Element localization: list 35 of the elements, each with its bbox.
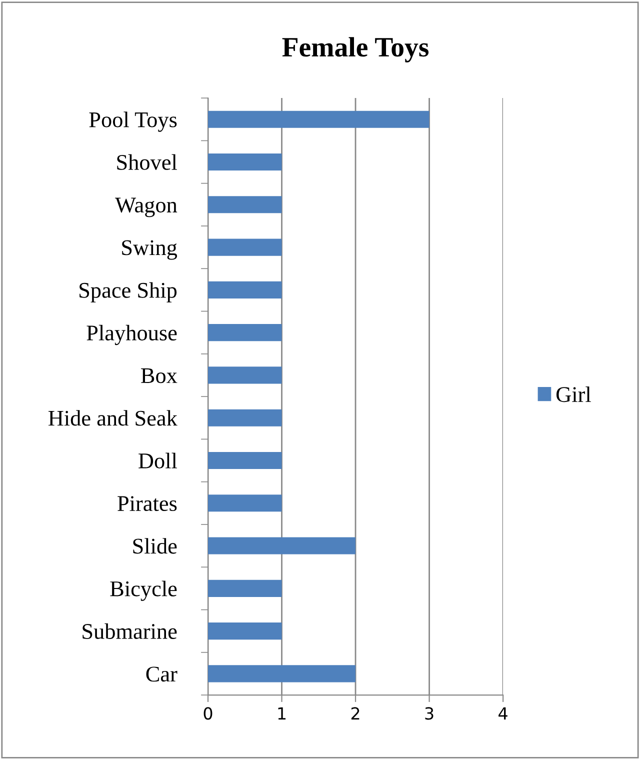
y-tick-label: Pirates <box>118 496 177 512</box>
bar <box>208 324 282 342</box>
y-tick-label: Playhouse <box>86 324 177 346</box>
y-tick-label: Shovel <box>117 154 177 170</box>
chart-title: Female Toys <box>282 37 429 62</box>
y-tick-label: Pool Toys <box>89 112 177 132</box>
x-tick-label: 0 <box>204 707 212 720</box>
x-tick-label: 4 <box>498 707 508 720</box>
y-tick-label: Wagon <box>115 198 178 218</box>
y-tick-label: Doll <box>138 452 177 468</box>
bar <box>208 366 282 384</box>
y-tick-label: Submarine <box>82 623 177 639</box>
y-tick-label: Swing <box>122 240 178 260</box>
x-tick-label: 1 <box>278 707 286 720</box>
bar <box>208 110 430 128</box>
y-tick-label: Bicycle <box>110 580 177 601</box>
x-tick-label: 3 <box>425 707 434 720</box>
legend-label: Girl <box>556 386 591 402</box>
y-tick-label: Space Ship <box>80 282 177 302</box>
y-tick-label: Car <box>146 666 178 682</box>
bar <box>208 238 282 256</box>
bar <box>208 281 282 298</box>
y-tick-label: Slide <box>133 538 177 554</box>
bar <box>208 196 282 214</box>
bar <box>208 580 282 597</box>
bar <box>208 537 356 554</box>
bar <box>208 665 356 682</box>
bar <box>208 153 282 171</box>
bar <box>208 494 282 512</box>
bar <box>208 409 282 426</box>
y-tick-label: Box <box>141 368 178 384</box>
bar <box>208 452 282 470</box>
y-tick-label: Hide and Seak <box>48 410 178 426</box>
bar <box>208 622 282 640</box>
x-tick-label: 2 <box>351 707 360 720</box>
